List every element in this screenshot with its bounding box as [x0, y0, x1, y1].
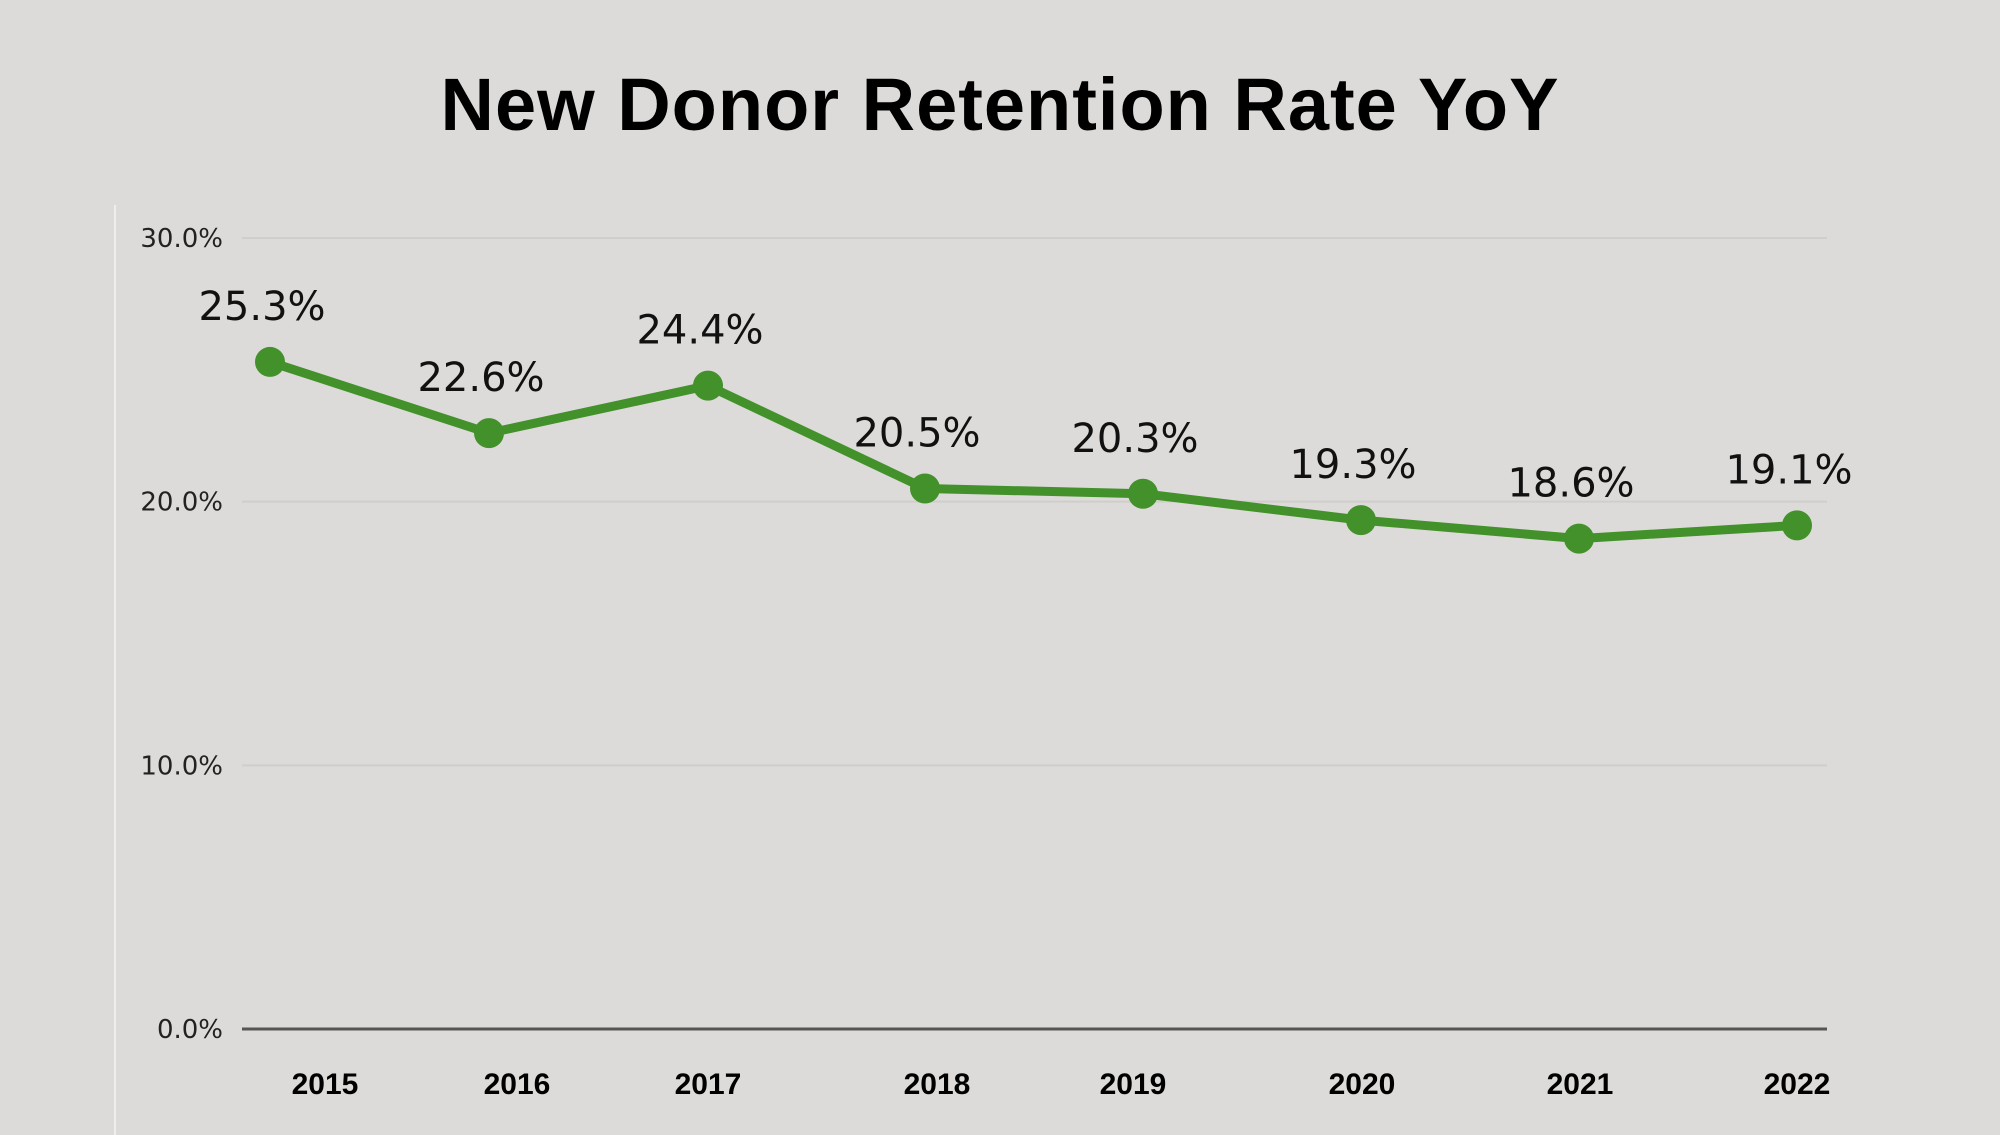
- data-label: 20.5%: [853, 410, 980, 456]
- y-tick-label: 30.0%: [140, 224, 223, 254]
- data-label: 25.3%: [198, 284, 325, 330]
- data-point: [474, 418, 504, 449]
- data-label: 18.6%: [1507, 461, 1634, 507]
- chart-title: New Donor Retention Rate YoY: [440, 63, 1560, 146]
- data-point: [255, 346, 285, 377]
- data-point: [1128, 478, 1158, 509]
- x-tick-label: 2015: [292, 1068, 359, 1101]
- y-tick-label: 10.0%: [140, 751, 223, 781]
- x-tick-label: 2018: [904, 1068, 971, 1101]
- data-label: 19.1%: [1725, 447, 1852, 493]
- y-tick-label: 20.0%: [140, 488, 223, 518]
- data-point: [1564, 523, 1594, 554]
- x-tick-label: 2021: [1547, 1068, 1614, 1101]
- data-point: [910, 473, 940, 504]
- data-label: 22.6%: [417, 355, 544, 401]
- data-label: 20.3%: [1071, 416, 1198, 462]
- x-tick-label: 2016: [484, 1068, 551, 1101]
- data-point: [1782, 510, 1812, 541]
- x-tick-label: 2022: [1764, 1068, 1831, 1101]
- y-tick-label: 0.0%: [157, 1015, 223, 1045]
- data-point: [1346, 505, 1376, 536]
- data-label: 19.3%: [1289, 442, 1416, 488]
- data-point: [693, 370, 723, 401]
- series-line: [268, 357, 1798, 544]
- x-tick-label: 2017: [675, 1068, 742, 1101]
- x-tick-label: 2020: [1329, 1068, 1396, 1101]
- x-tick-label: 2019: [1100, 1068, 1167, 1101]
- data-label: 24.4%: [636, 308, 763, 354]
